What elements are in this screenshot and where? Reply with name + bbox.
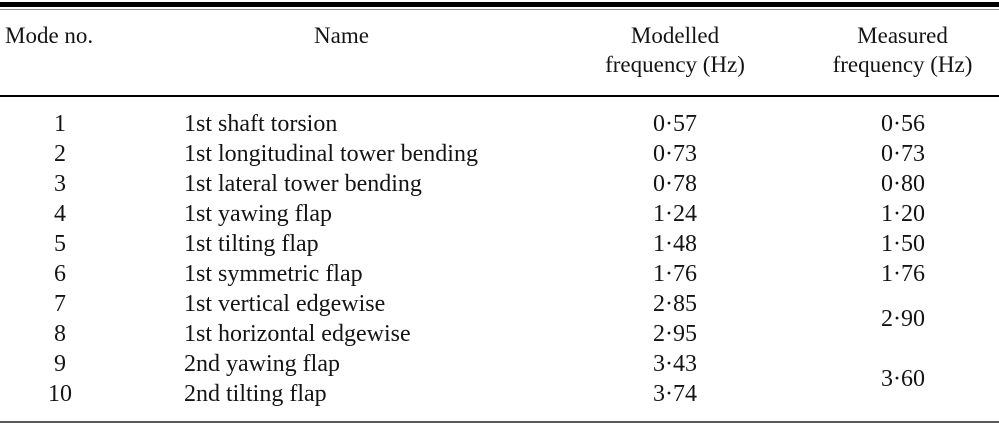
measured-cell: 1·50	[881, 231, 925, 257]
table-row: 1 1st shaft torsion 0·57 0·56	[0, 96, 999, 139]
col-header-measured-frequency: Measured frequency (Hz)	[787, 10, 999, 97]
mode-no-cell: 10	[48, 381, 72, 407]
measured-cell: 1·76	[881, 261, 925, 287]
mode-no-cell: 4	[54, 201, 66, 227]
mode-no-cell: 3	[54, 171, 66, 197]
mode-no-cell: 5	[54, 231, 66, 257]
name-cell: 1st tilting flap	[184, 231, 319, 257]
header-row: Mode no. Name Modelled frequency (Hz) Me…	[0, 10, 999, 97]
mode-no-cell: 7	[54, 291, 66, 317]
bottom-rule	[0, 421, 999, 423]
top-rule-echo	[0, 9, 999, 10]
name-cell: 1st symmetric flap	[184, 261, 363, 287]
name-cell: 1st shaft torsion	[184, 111, 338, 137]
table-row: 10 2nd tilting flap 3·74	[0, 379, 999, 409]
name-cell: 1st horizontal edgewise	[184, 321, 411, 347]
measured-cell-merged: 3·60	[881, 366, 925, 392]
measured-cell: 1·20	[881, 201, 925, 227]
table-row: 5 1st tilting flap 1·48 1·50	[0, 229, 999, 259]
modelled-cell: 0·57	[653, 111, 697, 137]
mode-no-cell: 1	[54, 111, 66, 137]
modelled-cell: 1·24	[653, 201, 697, 227]
mode-no-cell: 6	[54, 261, 66, 287]
modelled-cell: 1·48	[653, 231, 697, 257]
table-row: 2 1st longitudinal tower bending 0·73 0·…	[0, 139, 999, 169]
name-cell: 2nd tilting flap	[184, 381, 327, 407]
table-row: 9 2nd yawing flap 3·43 3·60	[0, 349, 999, 392]
modelled-cell: 1·76	[653, 261, 697, 287]
frequency-table: Mode no. Name Modelled frequency (Hz) Me…	[0, 10, 999, 409]
name-cell: 2nd yawing flap	[184, 351, 340, 377]
table-row: 7 1st vertical edgewise 2·85 2·90	[0, 289, 999, 332]
name-cell: 1st longitudinal tower bending	[184, 141, 478, 167]
top-rule	[0, 2, 999, 7]
name-cell: 1st vertical edgewise	[184, 291, 386, 317]
col-header-mode-no: Mode no.	[0, 10, 120, 97]
table-row: 3 1st lateral tower bending 0·78 0·80	[0, 169, 999, 199]
table-row: 6 1st symmetric flap 1·76 1·76	[0, 259, 999, 289]
measured-cell-merged: 2·90	[881, 306, 925, 332]
name-cell: 1st yawing flap	[184, 201, 332, 227]
col-header-modelled-frequency: Modelled frequency (Hz)	[563, 10, 787, 97]
mode-no-cell: 2	[54, 141, 66, 167]
measured-cell: 0·73	[881, 141, 925, 167]
table-row: 4 1st yawing flap 1·24 1·20	[0, 199, 999, 229]
modelled-cell: 3·43	[653, 351, 697, 377]
name-cell: 1st lateral tower bending	[184, 171, 422, 197]
col-header-name: Name	[120, 10, 563, 97]
modelled-cell: 3·74	[653, 381, 697, 407]
modelled-cell: 0·78	[653, 171, 697, 197]
table-row: 8 1st horizontal edgewise 2·95	[0, 319, 999, 349]
measured-cell: 0·80	[881, 171, 925, 197]
modelled-cell: 0·73	[653, 141, 697, 167]
modelled-cell: 2·85	[653, 291, 697, 317]
modelled-cell: 2·95	[653, 321, 697, 347]
mode-no-cell: 9	[54, 351, 66, 377]
mode-no-cell: 8	[54, 321, 66, 347]
measured-cell: 0·56	[881, 111, 925, 137]
